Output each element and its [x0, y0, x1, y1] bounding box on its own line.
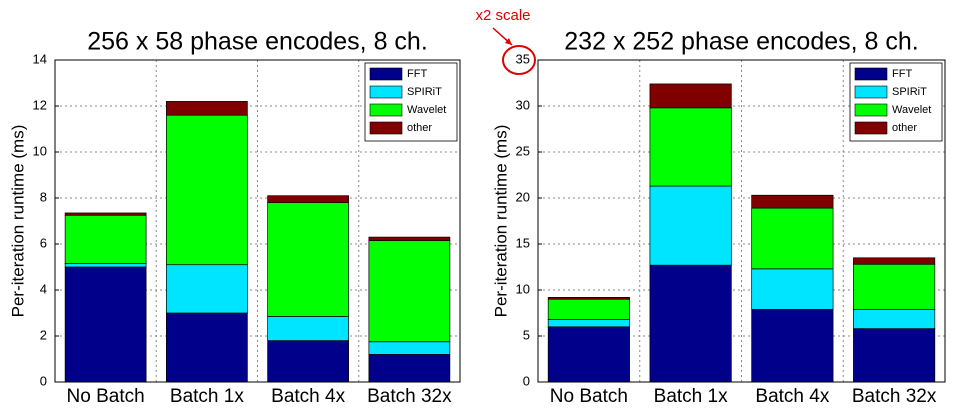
legend-label: Wavelet — [892, 104, 931, 116]
bar-segment — [751, 194, 834, 209]
y-tick-label: 15 — [516, 235, 530, 250]
y-tick-label: 6 — [40, 235, 47, 250]
plot-frame — [54, 59, 461, 383]
legend-swatch — [854, 121, 888, 135]
y-tick-label: 20 — [516, 189, 530, 204]
y-tick-label: 12 — [33, 97, 47, 112]
bar-segment — [368, 354, 451, 383]
bar-segment — [368, 236, 451, 241]
plot-frame — [537, 59, 946, 383]
bar-segment — [853, 328, 936, 383]
bar-segment — [547, 319, 630, 328]
highlight-circle — [502, 45, 536, 75]
x-tick-label: No Batch — [67, 386, 145, 407]
bar-segment — [166, 114, 248, 266]
bar-segment — [751, 207, 834, 270]
bar-segment — [853, 257, 936, 265]
legend-label: SPIRiT — [892, 86, 927, 98]
x-tick-label: Batch 1x — [654, 386, 728, 407]
bar-segment — [751, 268, 834, 310]
bar-segment — [649, 185, 732, 266]
bar-segment — [166, 312, 248, 383]
bar-segment — [853, 263, 936, 310]
y-tick-label: 30 — [516, 97, 530, 112]
bar-segment — [267, 195, 349, 203]
bar-segment — [368, 240, 451, 343]
bar-segment — [853, 308, 936, 329]
y-tick-label: 2 — [40, 327, 47, 342]
bar-segment — [64, 266, 147, 383]
y-axis-label: Per-iteration runtime (ms) — [491, 125, 510, 318]
legend-swatch — [369, 67, 403, 81]
y-tick-label: 0 — [523, 373, 530, 388]
bar-segment — [547, 297, 630, 300]
legend-label: other — [407, 122, 432, 134]
arrow-head — [505, 38, 512, 45]
y-tick-label: 25 — [516, 143, 530, 158]
y-axis-label: Per-iteration runtime (ms) — [8, 125, 27, 318]
legend-label: other — [892, 122, 917, 134]
bar-segment — [547, 298, 630, 320]
legend-swatch — [854, 85, 888, 99]
legend-label: Wavelet — [407, 104, 446, 116]
bar-segment — [547, 326, 630, 383]
y-tick-label: 5 — [523, 327, 530, 342]
x-tick-label: No Batch — [550, 386, 628, 407]
y-tick-label: 10 — [33, 143, 47, 158]
bar-segment — [267, 316, 349, 341]
y-tick-label: 10 — [516, 281, 530, 296]
x-tick-label: Batch 32x — [367, 386, 452, 407]
legend-label: FFT — [407, 68, 427, 80]
legend-swatch — [369, 103, 403, 117]
annotation: x2 scale — [475, 7, 530, 24]
bar-segment — [166, 101, 248, 116]
legend-swatch — [854, 103, 888, 117]
legend-label: SPIRiT — [407, 86, 442, 98]
x-tick-label: Batch 4x — [755, 386, 829, 407]
y-tick-label: 35 — [516, 51, 530, 66]
legend-label: FFT — [892, 68, 912, 80]
bar-segment — [649, 107, 732, 187]
legend-swatch — [369, 85, 403, 99]
chart-title: 232 x 252 phase encodes, 8 ch. — [564, 28, 918, 56]
x-tick-label: Batch 1x — [170, 386, 244, 407]
bar-segment — [368, 341, 451, 355]
bar-segment — [649, 83, 732, 109]
bar-segment — [64, 214, 147, 264]
bar-segment — [751, 308, 834, 383]
legend-swatch — [854, 67, 888, 81]
bar-segment — [267, 202, 349, 317]
chart-title: 256 x 58 phase encodes, 8 ch. — [87, 28, 428, 56]
bar-segment — [649, 264, 732, 383]
y-tick-label: 8 — [40, 189, 47, 204]
y-tick-label: 0 — [40, 373, 47, 388]
bar-segment — [267, 340, 349, 383]
bar-segment — [64, 263, 147, 268]
x-tick-label: Batch 4x — [271, 386, 345, 407]
bar-segment — [64, 212, 147, 216]
bar-segment — [166, 264, 248, 314]
legend-swatch — [369, 121, 403, 135]
y-tick-label: 4 — [40, 281, 47, 296]
y-tick-label: 14 — [33, 51, 47, 66]
x-tick-label: Batch 32x — [852, 386, 937, 407]
